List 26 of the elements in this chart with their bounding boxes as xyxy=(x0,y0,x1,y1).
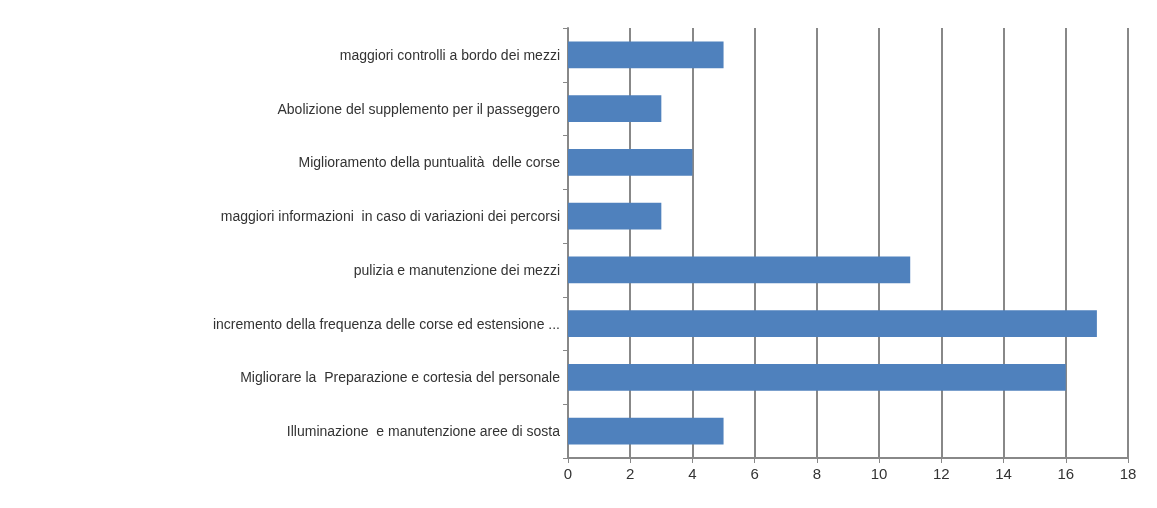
x-tick-label: 2 xyxy=(626,465,635,482)
bar xyxy=(568,363,1066,391)
y-tick-label: Migliorare la Preparazione e cortesia del personale xyxy=(240,369,561,386)
bar xyxy=(568,95,662,123)
y-tick-label: incremento della frequenza delle corse ed estensione ... xyxy=(212,315,560,332)
y-tick-label: pulizia e manutenzione dei mezzi xyxy=(353,261,560,278)
bar xyxy=(568,148,693,176)
x-tick-label: 18 xyxy=(1119,465,1137,482)
x-tick-label: 10 xyxy=(870,465,888,482)
y-tick-label: Miglioramento della puntualità delle corse xyxy=(298,154,561,171)
bar xyxy=(568,417,724,445)
x-tick-label: 8 xyxy=(812,465,822,482)
x-tick-label: 12 xyxy=(932,465,950,482)
bar xyxy=(568,202,662,230)
x-tick-label: 4 xyxy=(688,465,697,482)
y-tick-label: Abolizione del supplemento per il passeggero xyxy=(277,100,561,117)
y-tick-label: Illuminazione e manutenzione aree di sosta xyxy=(286,423,561,440)
x-tick-label: 16 xyxy=(1057,465,1075,482)
y-tick-label: maggiori controlli a bordo dei mezzi xyxy=(339,46,560,63)
x-tick-label: 14 xyxy=(995,465,1012,482)
x-tick-label: 0 xyxy=(563,465,573,482)
bar xyxy=(568,256,911,284)
y-tick-label: maggiori informazioni in caso di variazioni dei percorsi xyxy=(220,208,560,225)
bar xyxy=(568,310,1097,338)
x-tick-label: 6 xyxy=(750,465,759,482)
bar xyxy=(568,41,724,69)
